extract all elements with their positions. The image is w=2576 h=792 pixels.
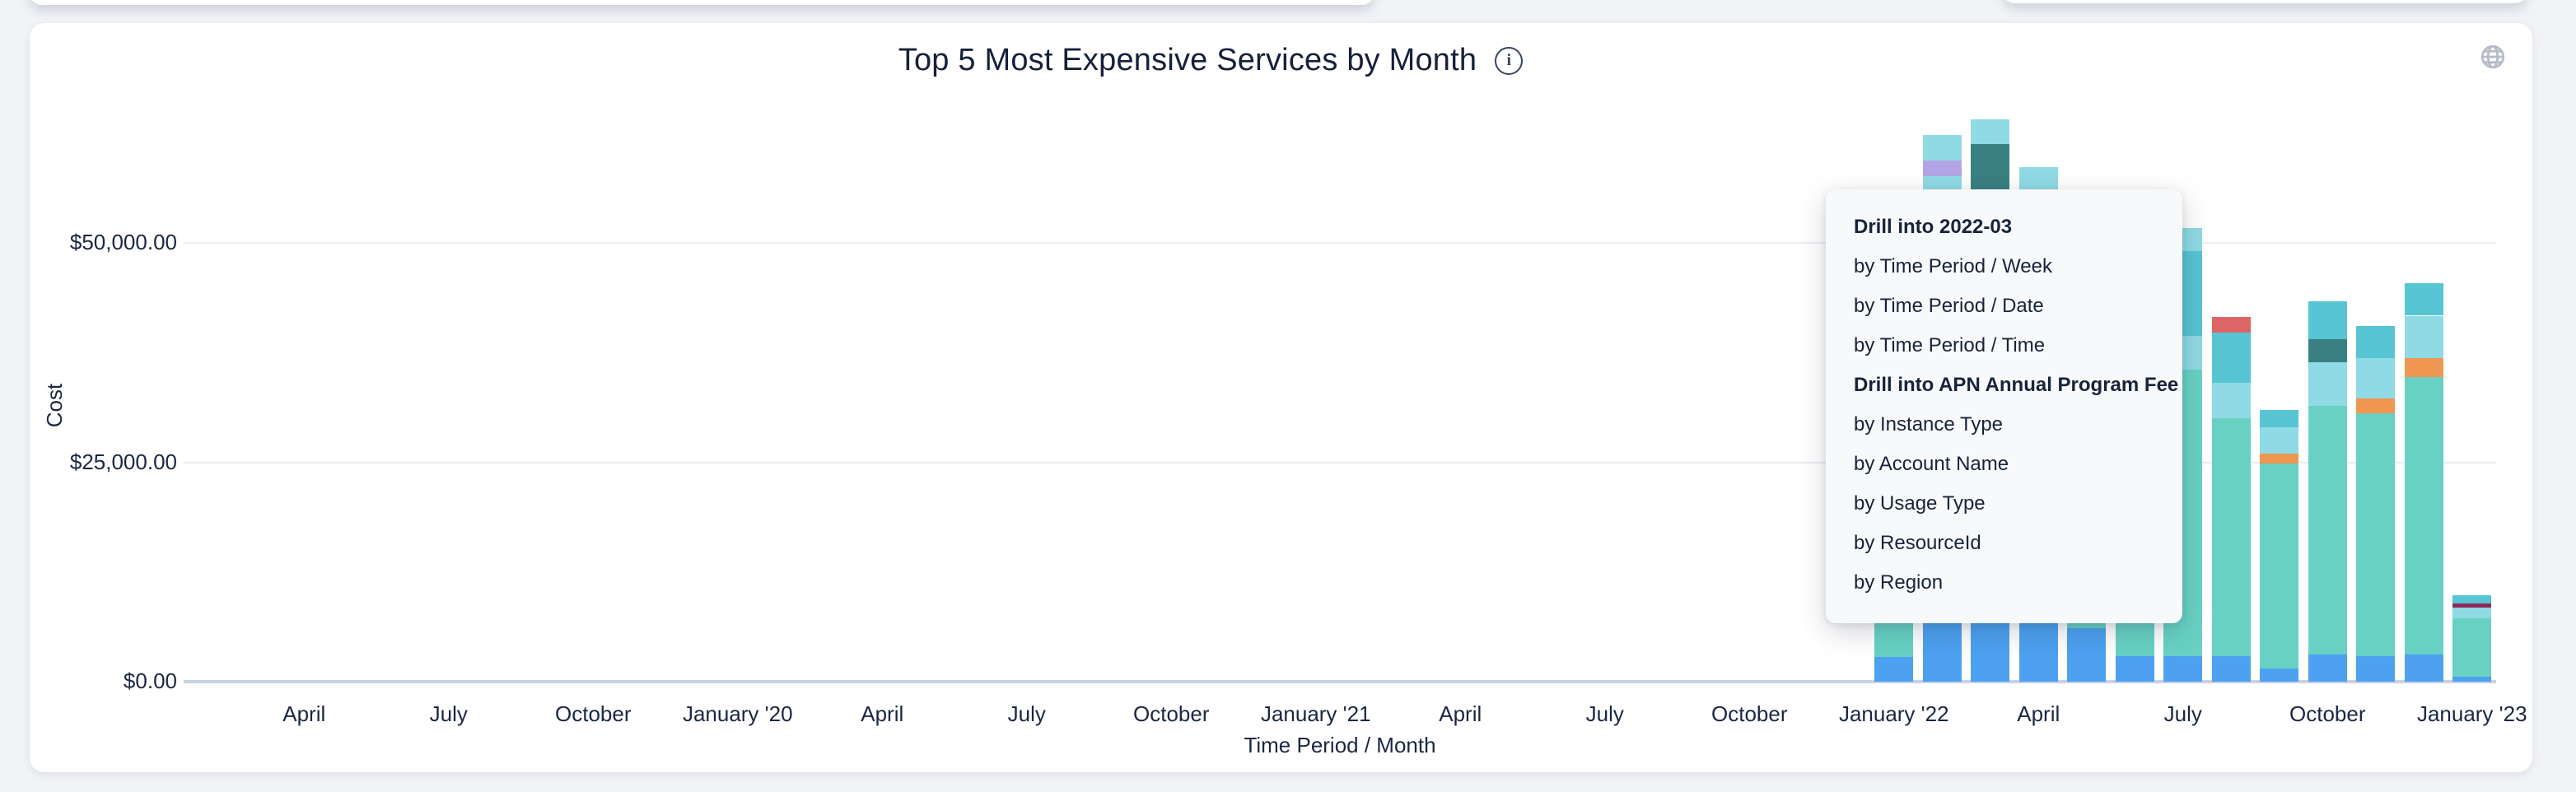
x-tick-label: January '21 [1260, 701, 1371, 726]
bar-segment-cyan[interactable] [2404, 283, 2443, 316]
bar-segment-blue[interactable] [2067, 627, 2107, 682]
x-tick-label: July [429, 701, 468, 726]
bar-2023-01 [2452, 0, 2492, 682]
menu-item[interactable]: by Region [1854, 571, 1944, 594]
x-tick-label: April [1439, 701, 1482, 726]
bar-segment-blue[interactable] [1874, 657, 1914, 682]
x-tick-label: October [1711, 701, 1788, 726]
bar-segment-blue[interactable] [2356, 656, 2396, 682]
bar-segment-blue[interactable] [2163, 656, 2203, 682]
bar-segment-blue[interactable] [1971, 617, 2010, 682]
bar-segment-blue[interactable] [2115, 656, 2154, 682]
bar-segment-maroon[interactable] [2452, 603, 2492, 608]
card-above-left [30, 0, 1374, 5]
bar-segment-dark-teal[interactable] [2308, 339, 2347, 362]
chart-title: Top 5 Most Expensive Services by Month [898, 43, 1477, 77]
bar-segment-blue[interactable] [2452, 677, 2492, 682]
bar-segment-blue[interactable] [2260, 669, 2299, 682]
menu-item[interactable]: by Usage Type [1854, 492, 1986, 515]
card-above-right [2003, 0, 2527, 3]
bar-segment-purple[interactable] [1922, 160, 1962, 176]
bar-segment-light-cyan[interactable] [2211, 382, 2251, 419]
x-tick-label: October [1133, 701, 1210, 726]
bar-2022-10 [2308, 0, 2347, 682]
bar-segment-teal[interactable] [2211, 418, 2251, 657]
bar-segment-light-cyan[interactable] [2356, 357, 2396, 398]
menu-item[interactable]: by Account Name [1854, 453, 2009, 475]
x-tick-label: April [861, 701, 904, 726]
bar-2022-09 [2260, 0, 2299, 682]
bar-segment-light-cyan[interactable] [2260, 426, 2299, 454]
x-tick-label: January '20 [682, 701, 793, 726]
bar-segment-blue[interactable] [2211, 656, 2251, 682]
bar-segment-teal[interactable] [2356, 412, 2396, 657]
x-tick-label: April [282, 701, 326, 726]
info-icon[interactable]: i [1495, 46, 1524, 75]
drilldown-context-menu: Drill into 2022-03 by Time Period / Week b… [1826, 189, 2182, 623]
bar-segment-cyan[interactable] [2356, 326, 2396, 358]
bar-segment-light-cyan[interactable] [1971, 119, 2010, 144]
menu-header: Drill into APN Annual Program Fee [1854, 374, 2179, 396]
bar-2022-08 [2211, 0, 2251, 682]
menu-item[interactable]: by Time Period / Date [1854, 295, 2044, 317]
x-tick-label: January '22 [1838, 701, 1949, 726]
bar-segment-teal[interactable] [2452, 617, 2492, 678]
bar-2022-12 [2404, 0, 2443, 682]
globe-icon[interactable] [2479, 43, 2507, 71]
x-tick-label: July [1585, 701, 1624, 726]
x-tick-label: October [555, 701, 632, 726]
y-gridline [184, 242, 2496, 244]
bar-segment-blue[interactable] [2308, 654, 2347, 682]
bar-segment-teal[interactable] [2404, 377, 2443, 655]
bar-segment-light-cyan[interactable] [2404, 315, 2443, 358]
y-axis-title: Cost [42, 383, 68, 428]
bar-segment-blue[interactable] [1922, 616, 1962, 682]
bar-segment-light-cyan[interactable] [2308, 361, 2347, 407]
bar-segment-blue[interactable] [2018, 619, 2058, 682]
menu-header: Drill into 2022-03 [1854, 216, 2013, 238]
x-axis-line [184, 680, 2496, 683]
bar-segment-cyan[interactable] [2211, 332, 2251, 383]
menu-item[interactable]: by Time Period / Time [1854, 334, 2046, 356]
x-tick-label: April [2017, 701, 2060, 726]
bar-segment-teal[interactable] [2308, 406, 2347, 655]
bar-segment-cyan[interactable] [2260, 409, 2299, 427]
x-tick-label: July [2163, 701, 2202, 726]
y-tick-label: $0.00 [123, 669, 177, 693]
bar-segment-cyan[interactable] [2308, 301, 2347, 340]
bar-segment-red[interactable] [2211, 316, 2251, 333]
x-tick-label: January '23 [2416, 701, 2527, 726]
menu-item[interactable]: by Time Period / Week [1854, 255, 2052, 277]
y-tick-label: $25,000.00 [69, 449, 177, 474]
bar-segment-orange[interactable] [2404, 357, 2443, 378]
bar-segment-light-cyan[interactable] [1922, 134, 1962, 161]
y-gridline [184, 461, 2496, 464]
x-axis-title: Time Period / Month [1244, 733, 1436, 757]
chart-header: Top 5 Most Expensive Services by Month i [0, 43, 2421, 78]
x-tick-label: July [1007, 701, 1046, 726]
bar-segment-orange[interactable] [2356, 398, 2396, 413]
menu-item[interactable]: by Instance Type [1854, 413, 2004, 436]
y-tick-label: $50,000.00 [69, 230, 177, 254]
bar-segment-blue[interactable] [2404, 654, 2443, 682]
x-tick-label: October [2289, 701, 2366, 726]
bar-segment-orange[interactable] [2260, 453, 2299, 464]
menu-item[interactable]: by ResourceId [1854, 532, 1981, 554]
bar-segment-light-cyan[interactable] [2452, 607, 2492, 618]
bar-2022-11 [2356, 0, 2396, 682]
bar-segment-cyan[interactable] [2452, 594, 2492, 603]
bar-segment-teal[interactable] [2260, 463, 2299, 669]
